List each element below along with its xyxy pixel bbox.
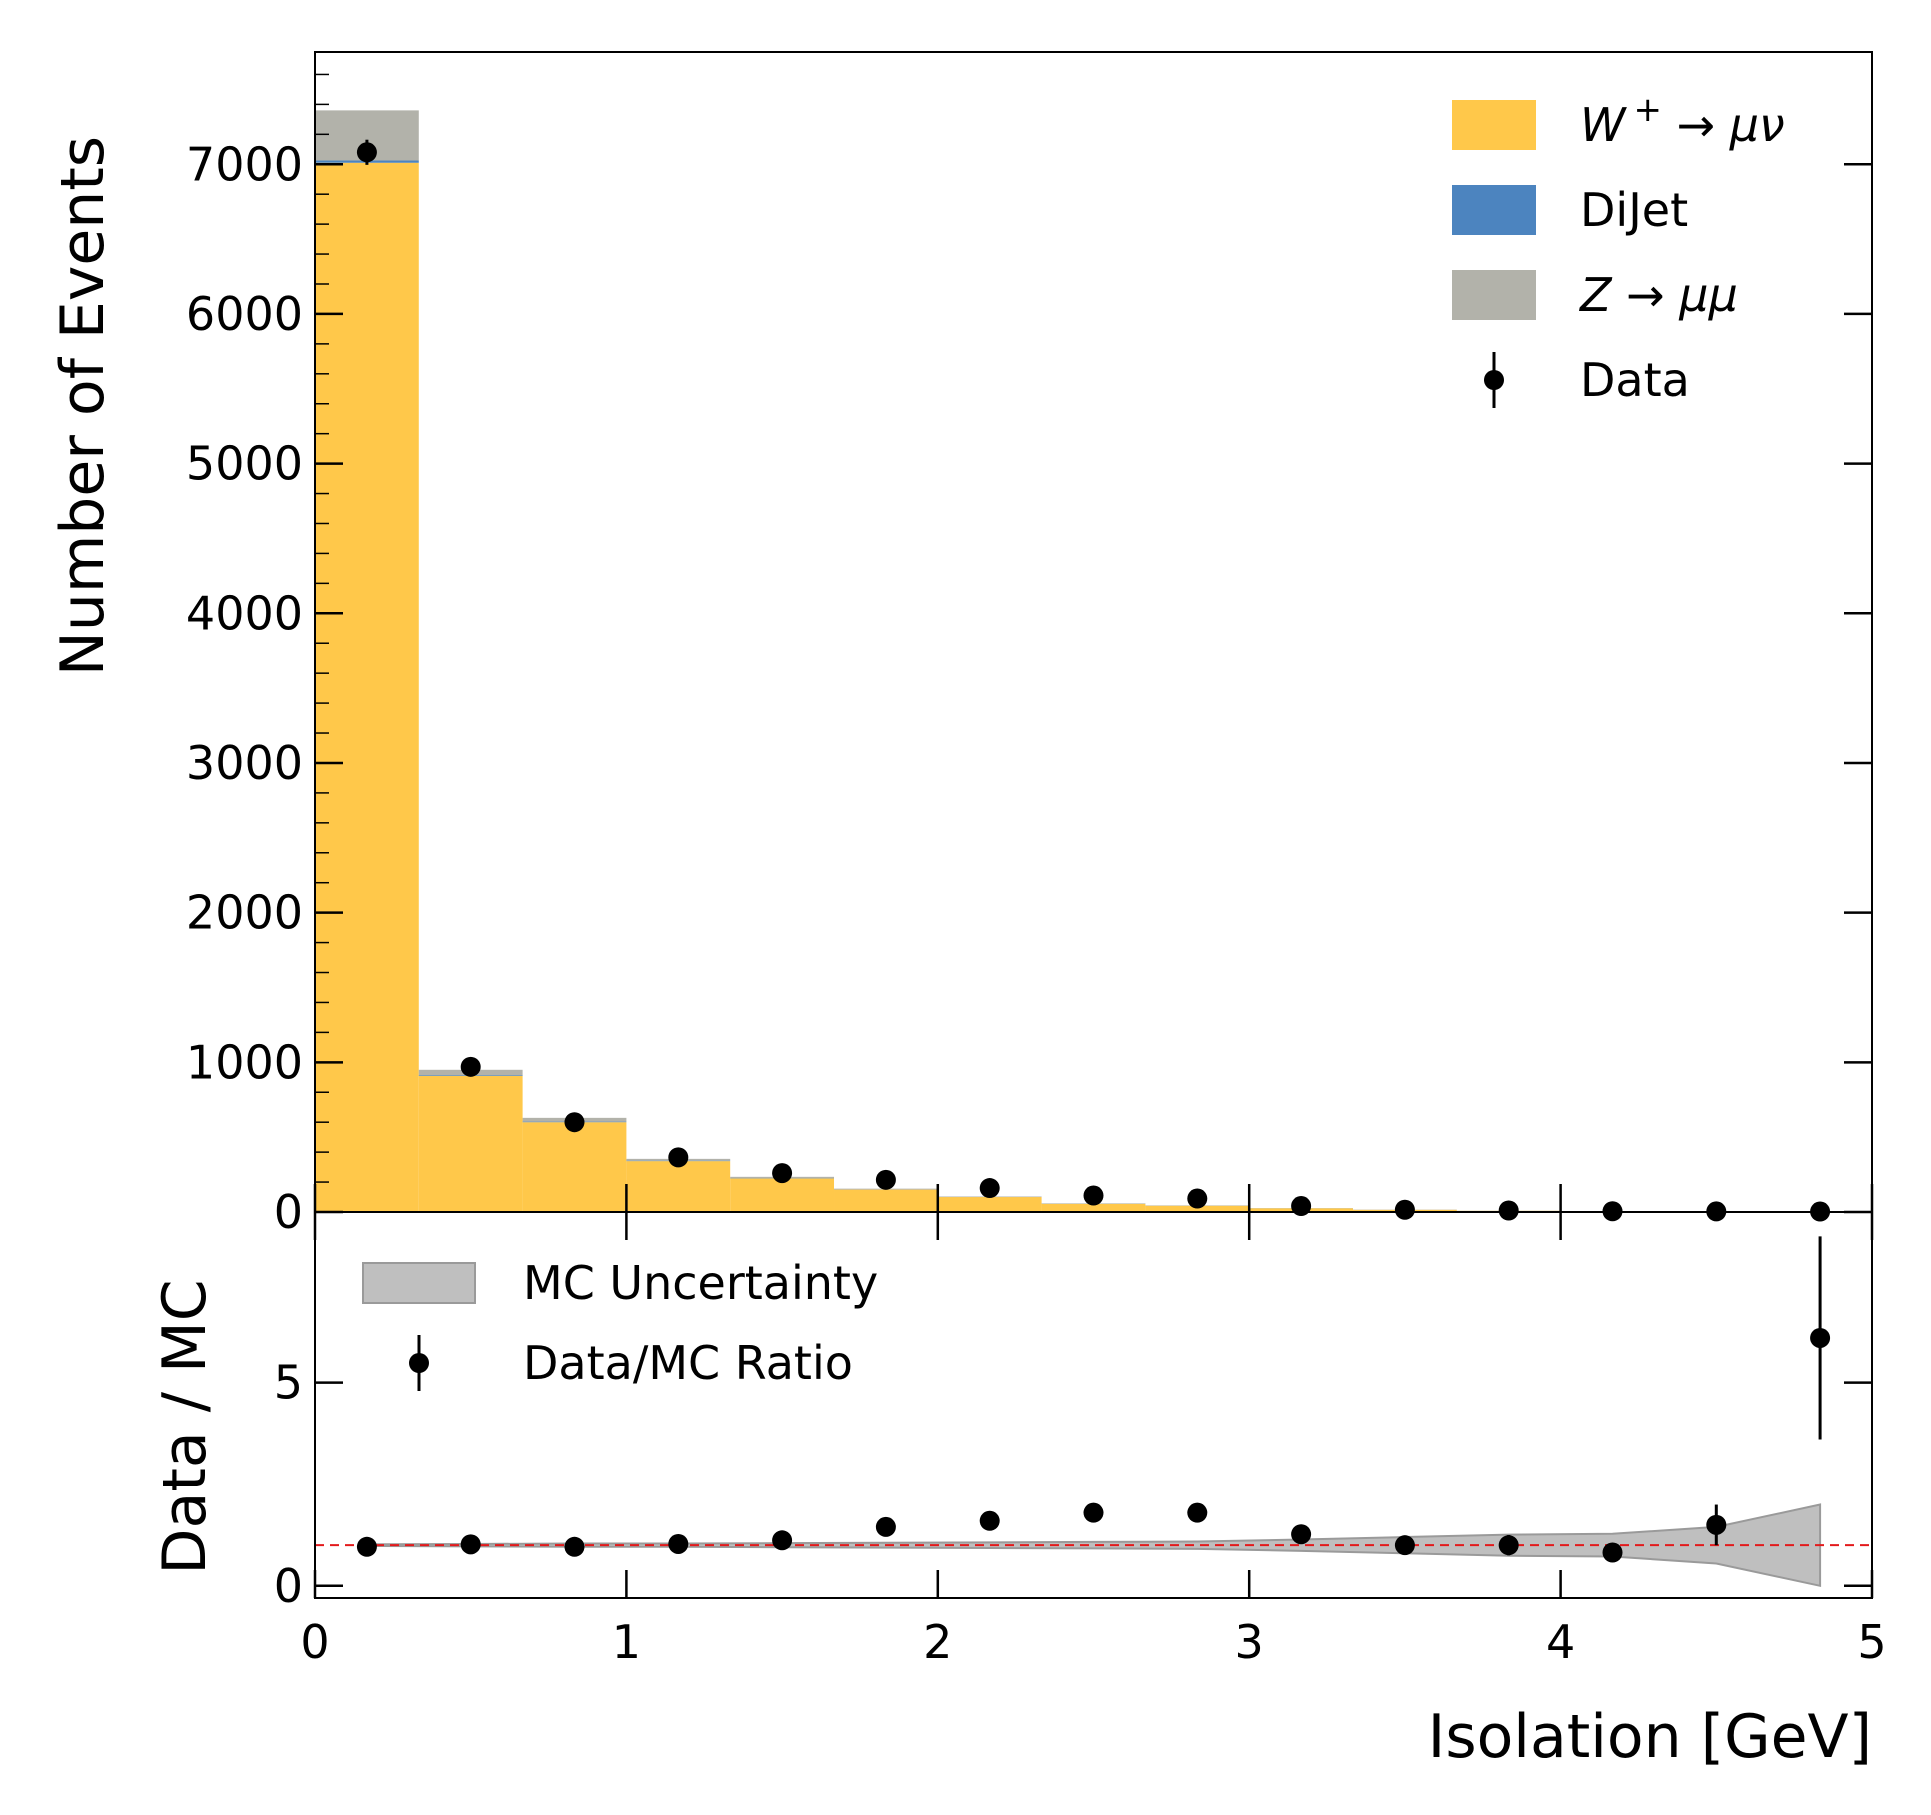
ratio-point-4 bbox=[772, 1530, 793, 1551]
data-point-1 bbox=[460, 1056, 481, 1077]
data-point-8 bbox=[1187, 1188, 1208, 1209]
ratio-point-2 bbox=[564, 1536, 585, 1557]
ratio-point-8 bbox=[1187, 1502, 1208, 1523]
legend-label-sup-0: + bbox=[1633, 90, 1662, 130]
ratio-point-7 bbox=[1083, 1502, 1104, 1523]
legend-band-swatch bbox=[362, 1262, 476, 1304]
ratio-panel: 0 1 2 3 4 5 0 5 Isolation [GeV] Data / MC MC Uncer… bbox=[150, 1211, 1887, 1772]
data-point-9 bbox=[1291, 1196, 1312, 1217]
ratio-point-9 bbox=[1291, 1524, 1312, 1545]
legend-label-2: Z → μμ bbox=[1578, 268, 1738, 322]
hist-bar-w-mu-nu-bin-3 bbox=[626, 1161, 731, 1212]
legend-label-base-1: DiJet bbox=[1580, 183, 1688, 237]
bottom-axes-frame bbox=[314, 1211, 1873, 1599]
main-histogram-panel: 0 1000 2000 3000 4000 5000 6000 7000 Number of E… bbox=[48, 51, 1874, 1239]
top-ytick-label-0: 0 bbox=[274, 1185, 303, 1239]
ratio-point-14 bbox=[1810, 1327, 1831, 1348]
ratio-point-6 bbox=[979, 1510, 1000, 1531]
ratio-point-12 bbox=[1602, 1542, 1623, 1563]
ratio-point-3 bbox=[668, 1533, 689, 1554]
top-ytick-label-5: 5000 bbox=[186, 437, 303, 491]
bottom-ylabel: Data / MC bbox=[150, 1279, 220, 1574]
data-point-10 bbox=[1394, 1199, 1415, 1220]
data-point-11 bbox=[1498, 1200, 1519, 1221]
ratio-point-10 bbox=[1394, 1535, 1415, 1556]
data-point-0 bbox=[356, 142, 377, 163]
legend-swatch-1 bbox=[1452, 185, 1536, 235]
top-ytick-label-2: 2000 bbox=[186, 886, 303, 940]
xtick-label-1: 1 bbox=[612, 1615, 641, 1669]
bottom-ytick-label-1: 5 bbox=[274, 1356, 303, 1410]
xtick-label-5: 5 bbox=[1857, 1615, 1886, 1669]
legend-ratio-marker bbox=[409, 1353, 429, 1373]
data-point-5 bbox=[875, 1169, 896, 1190]
data-point-4 bbox=[772, 1163, 793, 1184]
top-ytick-label-1: 1000 bbox=[186, 1035, 303, 1089]
hist-bar-w-mu-nu-bin-8 bbox=[1145, 1205, 1250, 1212]
legend-label-base-3: Data bbox=[1580, 353, 1690, 407]
top-ytick-label-3: 3000 bbox=[186, 736, 303, 790]
legend-label-rest-0: → μν bbox=[1662, 98, 1785, 152]
xtick-label-0: 0 bbox=[300, 1615, 329, 1669]
legend-swatch-2 bbox=[1452, 270, 1536, 320]
legend-label-3: Data bbox=[1580, 353, 1690, 407]
bottom-ytick-label-0: 0 bbox=[274, 1559, 303, 1613]
data-point-3 bbox=[668, 1147, 689, 1168]
hist-bar-w-mu-nu-bin-5 bbox=[834, 1189, 938, 1212]
legend-data-marker bbox=[1484, 370, 1504, 390]
top-ytick-label-6: 6000 bbox=[186, 287, 303, 341]
data-point-6 bbox=[979, 1178, 1000, 1199]
hist-bar-w-mu-nu-bin-6 bbox=[937, 1197, 1042, 1212]
xtick-label-2: 2 bbox=[923, 1615, 952, 1669]
ratio-point-11 bbox=[1498, 1535, 1519, 1556]
ratio-point-1 bbox=[460, 1534, 481, 1555]
xtick-label-3: 3 bbox=[1235, 1615, 1264, 1669]
legend-label-base-2: Z → μμ bbox=[1578, 268, 1738, 322]
legend-swatch-0 bbox=[1452, 100, 1536, 150]
top-ytick-label-4: 4000 bbox=[186, 586, 303, 640]
ratio-legend-label-0: MC Uncertainty bbox=[523, 1256, 878, 1310]
top-ylabel: Number of Events bbox=[48, 136, 118, 676]
xlabel: Isolation [GeV] bbox=[1428, 1702, 1872, 1772]
hist-bar-w-mu-nu-bin-0 bbox=[315, 162, 419, 1213]
hist-bar-w-mu-nu-bin-4 bbox=[730, 1178, 835, 1212]
data-point-7 bbox=[1083, 1185, 1104, 1206]
top-ytick-label-7: 7000 bbox=[186, 137, 303, 191]
legend-label-base-0: W bbox=[1580, 98, 1627, 152]
ratio-point-13 bbox=[1706, 1514, 1727, 1535]
ratio-point-0 bbox=[356, 1536, 377, 1557]
ratio-point-5 bbox=[875, 1516, 896, 1537]
legend-label-0: W + → μν bbox=[1580, 90, 1785, 152]
hist-bar-w-mu-nu-bin-7 bbox=[1041, 1203, 1146, 1212]
legend-label-1: DiJet bbox=[1580, 183, 1688, 237]
data-point-2 bbox=[564, 1112, 585, 1133]
hist-bar-w-mu-nu-bin-2 bbox=[522, 1122, 627, 1212]
ratio-legend-label-1: Data/MC Ratio bbox=[523, 1336, 853, 1390]
xtick-label-4: 4 bbox=[1546, 1615, 1575, 1669]
hist-bar-w-mu-nu-bin-1 bbox=[418, 1075, 523, 1212]
